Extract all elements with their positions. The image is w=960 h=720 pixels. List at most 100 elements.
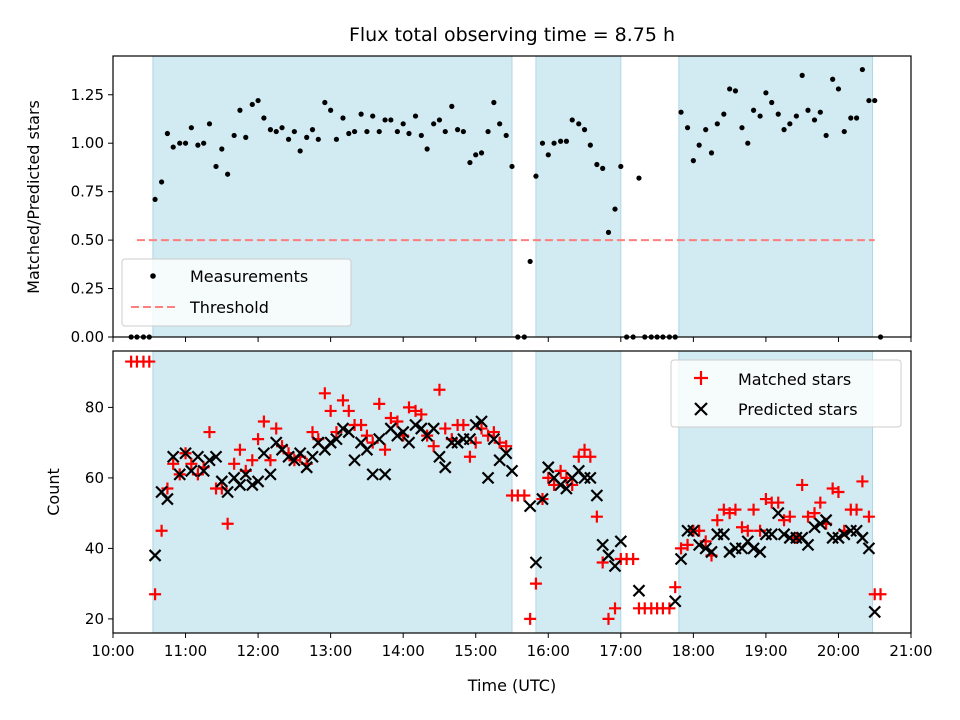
measurement-point [581, 127, 588, 133]
measurement-point [406, 130, 412, 137]
measurement-point [757, 113, 763, 119]
predicted-star-point [699, 542, 712, 555]
matched-star-point [747, 503, 760, 516]
predicted-star-point [391, 429, 404, 442]
measurement-point [503, 132, 509, 139]
measurement-point [569, 117, 575, 123]
matched-star-point [167, 457, 180, 470]
x-tick-label: 15:00 [454, 642, 497, 660]
measurement-point [388, 117, 394, 123]
predicted-star-point [814, 517, 827, 531]
matched-star-point [264, 454, 277, 467]
measurement-point [412, 113, 419, 119]
measurement-point [805, 107, 811, 113]
matched-star-point [772, 496, 785, 509]
x-tick-label: 16:00 [527, 642, 570, 660]
x-tick-label: 12:00 [236, 642, 279, 660]
matched-star-point [457, 419, 470, 432]
measurement-point [485, 128, 491, 135]
predicted-star-point [348, 453, 361, 467]
measurement-point [351, 128, 358, 135]
predicted-star-point [246, 478, 259, 492]
predicted-star-point [203, 453, 216, 467]
predicted-star-point [282, 450, 295, 464]
predicted-star-point [251, 475, 265, 488]
predicted-star-point [632, 584, 646, 597]
measurement-point [533, 173, 539, 179]
matched-star-point [578, 443, 591, 456]
matched-star-point [155, 524, 168, 537]
measurement-point [285, 136, 292, 142]
predicted-star-point [161, 492, 174, 506]
y-tick-label: 0.25 [71, 280, 104, 298]
matched-star-point [572, 450, 585, 463]
measurement-point [291, 128, 297, 135]
x-tick-label: 10:00 [91, 642, 134, 660]
predicted-star-point [372, 432, 386, 446]
measurement-point [170, 144, 176, 150]
measurement-point [745, 140, 751, 146]
y-tick-label: 0.75 [71, 183, 104, 201]
predicted-star-point [862, 542, 876, 555]
legend-matched-label: Matched stars [738, 370, 851, 389]
measurement-point [159, 179, 165, 185]
matched-star-point [783, 510, 796, 523]
matched-star-point [681, 538, 694, 551]
matched-star-point [379, 443, 392, 456]
predicted-star-point [166, 450, 180, 464]
predicted-star-point [536, 492, 549, 506]
predicted-star-point [602, 549, 615, 562]
measurement-point [866, 97, 872, 104]
measurement-point [835, 86, 842, 92]
predicted-star-point [717, 528, 731, 541]
measurement-point [436, 117, 443, 123]
predicted-star-point [221, 485, 234, 499]
measurement-point [315, 136, 321, 142]
matched-star-point [318, 387, 331, 400]
predicted-star-point [366, 468, 379, 481]
matched-star-point [874, 588, 887, 601]
measurement-point [823, 132, 829, 139]
matched-star-point [693, 524, 706, 537]
matched-star-point [161, 482, 174, 495]
measurement-point [152, 196, 158, 203]
predicted-star-point [427, 422, 440, 435]
measurement-point [817, 109, 823, 115]
measurement-point [781, 127, 787, 133]
predicted-star-point [396, 425, 410, 439]
predicted-star-point [336, 422, 350, 435]
measurement-point [841, 128, 847, 135]
measurement-point [793, 113, 799, 119]
y-tick-label: 1.25 [71, 86, 104, 104]
measurement-point [714, 121, 720, 127]
x-tick-label: 21:00 [889, 642, 932, 660]
legend-measurements-label: Measurements [190, 267, 308, 286]
predicted-star-point [596, 538, 609, 552]
matched-star-point [427, 440, 440, 453]
predicted-star-point [342, 425, 356, 439]
matched-star-point [149, 588, 162, 601]
matched-star-point [215, 482, 228, 495]
measurement-point [811, 117, 818, 123]
measurement-point [467, 159, 473, 166]
measurement-point [418, 132, 424, 139]
predicted-star-point [554, 478, 567, 492]
predicted-star-point [541, 461, 555, 474]
measurement-point [297, 148, 303, 154]
measurement-point [787, 121, 793, 127]
predicted-star-point [777, 528, 791, 541]
measurements-series [128, 66, 884, 340]
matched-star-point [801, 510, 814, 523]
predicted-star-point [832, 531, 845, 545]
predicted-star-point [560, 482, 573, 495]
x-tick-label: 11:00 [164, 642, 207, 660]
measurement-point [219, 146, 225, 152]
predicted-star-point [173, 468, 187, 481]
measurement-point [848, 115, 854, 121]
predicted-star-point [433, 450, 446, 464]
measurement-point [545, 152, 551, 158]
matched-star-point [342, 404, 355, 417]
y-tick-label: 0.00 [71, 328, 104, 346]
matched-star-point [355, 419, 368, 432]
